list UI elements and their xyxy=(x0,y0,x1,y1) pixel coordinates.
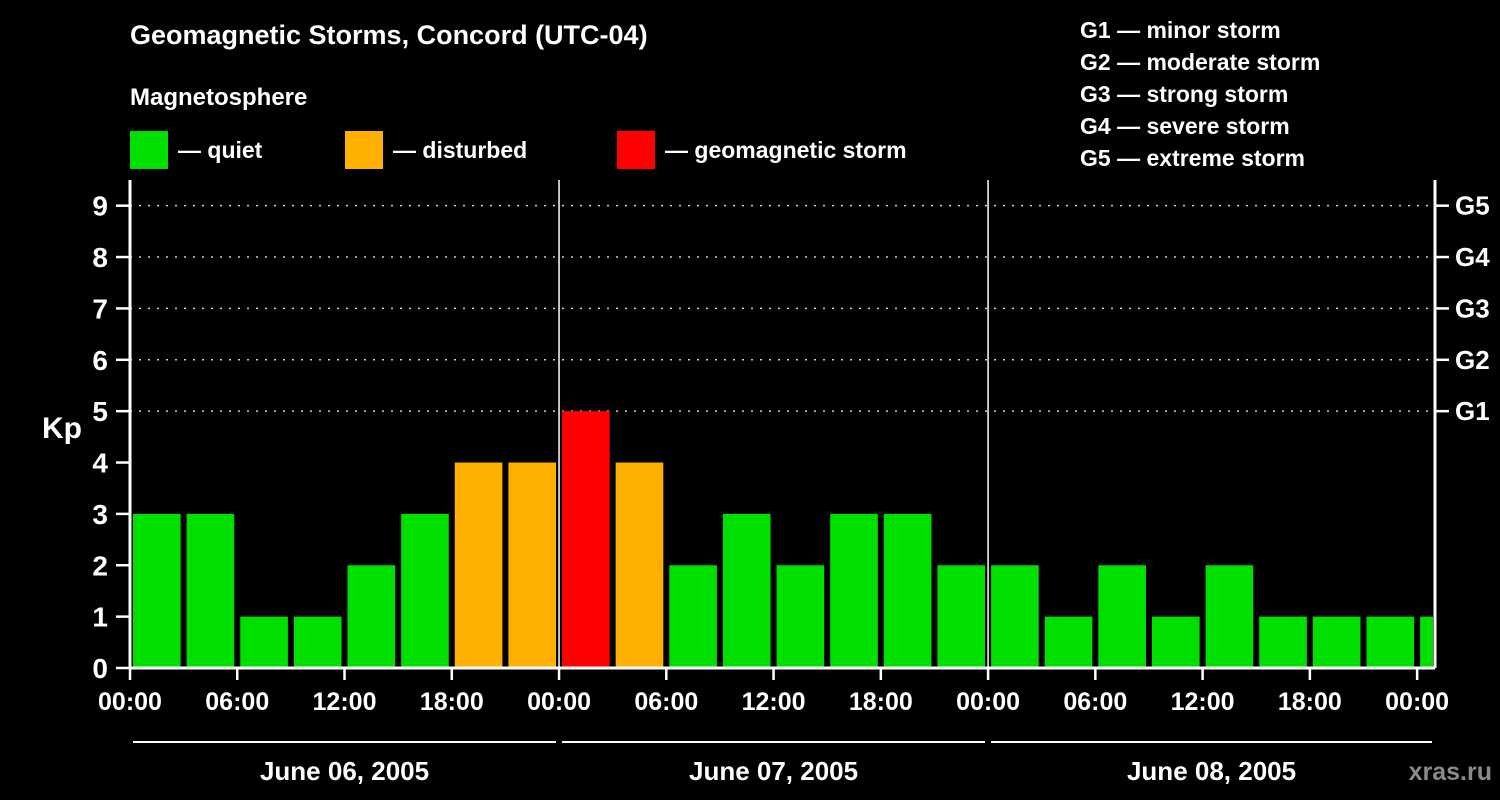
kp-bar xyxy=(776,565,825,668)
kp-bar xyxy=(1098,565,1146,668)
kp-bar xyxy=(883,513,932,668)
x-tick-label: 06:00 xyxy=(1063,688,1127,716)
kp-bar xyxy=(615,462,664,668)
g-tick-label: G2 xyxy=(1455,345,1490,375)
date-label: June 07, 2005 xyxy=(689,756,858,786)
x-tick-label: 12:00 xyxy=(1171,688,1235,716)
kp-bar xyxy=(508,462,557,668)
g-tick-label: G3 xyxy=(1455,293,1490,323)
y-tick-label: 7 xyxy=(92,293,108,324)
legend-storm-label: — geomagnetic storm xyxy=(665,136,907,163)
y-tick-label: 0 xyxy=(92,653,108,684)
y-tick-label: 2 xyxy=(92,550,108,581)
kp-bar xyxy=(1151,616,1200,668)
x-tick-label: 18:00 xyxy=(849,688,913,716)
y-tick-label: 1 xyxy=(92,602,108,633)
kp-bar xyxy=(830,513,878,668)
kp-bar xyxy=(1312,616,1361,668)
storm-swatch-icon xyxy=(617,131,655,169)
kp-bar xyxy=(1259,616,1307,668)
legend-quiet-label: — quiet xyxy=(178,136,263,163)
y-tick-label: 3 xyxy=(92,499,108,530)
g2-legend-line: G2 — moderate storm xyxy=(1080,49,1321,75)
kp-bar xyxy=(1044,616,1093,668)
x-tick-label: 18:00 xyxy=(1278,688,1342,716)
kp-bar xyxy=(1205,565,1254,668)
g-tick-label: G4 xyxy=(1455,242,1490,272)
legend-item-disturbed: — disturbed xyxy=(345,131,527,169)
legend-item-quiet: — quiet xyxy=(130,131,262,169)
kp-bar xyxy=(562,411,610,668)
g1-legend-line: G1 — minor storm xyxy=(1080,17,1281,43)
g-tick-label: G1 xyxy=(1455,396,1490,426)
x-tick-label: 12:00 xyxy=(742,688,806,716)
kp-bar xyxy=(991,565,1039,668)
date-label: June 06, 2005 xyxy=(260,756,429,786)
x-tick-label: 12:00 xyxy=(313,688,377,716)
g5-legend-line: G5 — extreme storm xyxy=(1080,145,1305,171)
kp-bar xyxy=(1366,616,1415,668)
kp-bar xyxy=(347,565,396,668)
kp-bar xyxy=(669,565,717,668)
g-tick-label: G5 xyxy=(1455,191,1490,221)
x-tick-label: 00:00 xyxy=(527,688,591,716)
kp-bar xyxy=(240,616,288,668)
kp-bar xyxy=(186,513,235,668)
legend-disturbed-label: — disturbed xyxy=(393,136,528,163)
y-tick-label: 4 xyxy=(92,448,108,479)
y-tick-label: 9 xyxy=(92,191,108,222)
kp-bar xyxy=(401,513,449,668)
kp-bar xyxy=(722,513,771,668)
kp-bar xyxy=(293,616,342,668)
kp-bar xyxy=(937,565,986,668)
g3-legend-line: G3 — strong storm xyxy=(1080,81,1289,107)
y-axis-label: Kp xyxy=(42,412,82,445)
kp-bar xyxy=(1420,616,1433,668)
g-scale-legend: G1 — minor storm G2 — moderate storm G3 … xyxy=(1080,14,1320,174)
legend-heading: Magnetosphere xyxy=(130,84,308,111)
y-tick-label: 5 xyxy=(92,396,108,427)
x-tick-label: 00:00 xyxy=(1385,688,1449,716)
x-tick-label: 18:00 xyxy=(420,688,484,716)
x-tick-label: 06:00 xyxy=(634,688,698,716)
y-tick-label: 8 xyxy=(92,242,108,273)
page-title: Geomagnetic Storms, Concord (UTC-04) xyxy=(130,20,648,50)
legend-item-storm: — geomagnetic storm xyxy=(617,131,907,169)
watermark: xras.ru xyxy=(1408,758,1492,786)
kp-bar xyxy=(133,513,181,668)
kp-bar xyxy=(454,462,503,668)
x-tick-label: 00:00 xyxy=(956,688,1020,716)
disturbed-swatch-icon xyxy=(345,131,383,169)
g4-legend-line: G4 — severe storm xyxy=(1080,113,1290,139)
x-tick-label: 00:00 xyxy=(98,688,162,716)
date-label: June 08, 2005 xyxy=(1127,756,1296,786)
y-tick-label: 6 xyxy=(92,345,108,376)
x-tick-label: 06:00 xyxy=(205,688,269,716)
quiet-swatch-icon xyxy=(130,131,168,169)
